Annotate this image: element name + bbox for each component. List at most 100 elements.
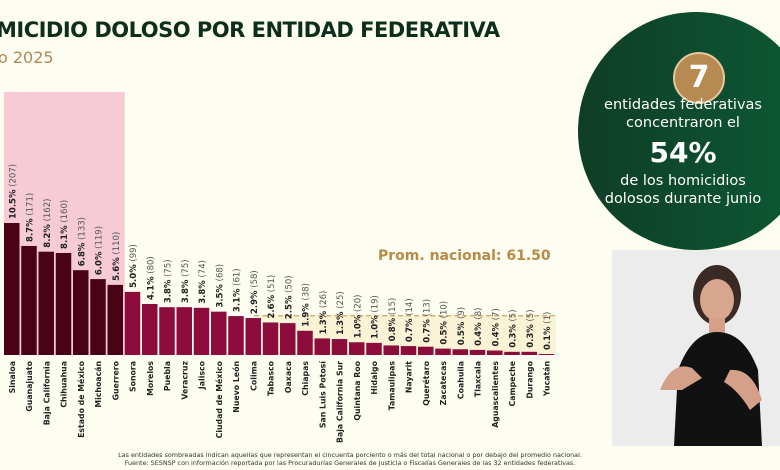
data-label: 0.4% (8) bbox=[474, 308, 484, 346]
data-label: 8.1% (160) bbox=[60, 200, 70, 249]
data-label: 1.0% (19) bbox=[371, 295, 381, 339]
data-label: 0.3% (5) bbox=[526, 309, 536, 347]
category-label: San Luis Potosí bbox=[318, 360, 327, 428]
data-label: 8.2% (162) bbox=[43, 199, 53, 248]
data-label: 3.8% (75) bbox=[164, 259, 174, 303]
national-average-label: Prom. nacional: 61.50 bbox=[378, 248, 551, 264]
data-label: 4.1% (80) bbox=[146, 256, 156, 300]
chart-title: MICIDIO DOLOSO POR ENTIDAD FEDERATIVA bbox=[0, 18, 500, 42]
bar-zacatecas bbox=[435, 348, 451, 355]
data-label: 8.7% (171) bbox=[26, 193, 36, 242]
data-label: 0.5% (9) bbox=[457, 307, 467, 345]
bar-chihuahua bbox=[55, 252, 72, 355]
bar-guerrero bbox=[107, 284, 123, 355]
data-label: 1.0% (20) bbox=[353, 295, 363, 339]
category-label: Chihuahua bbox=[60, 361, 69, 408]
bar-tamaulipas bbox=[383, 345, 399, 355]
interpreter-figure bbox=[660, 265, 762, 446]
category-label: Yucatán bbox=[543, 361, 552, 397]
data-label: 0.1% (1) bbox=[543, 312, 553, 350]
category-label: Durango bbox=[525, 360, 534, 398]
category-label: Tabasco bbox=[267, 360, 276, 396]
callout-percent: 54% bbox=[649, 136, 717, 169]
data-label: 1.3% (26) bbox=[319, 291, 329, 335]
data-label: 2.9% (58) bbox=[250, 270, 260, 314]
category-label: Morelos bbox=[146, 361, 155, 396]
bar-jalisco bbox=[193, 307, 210, 355]
footer-note: Las entidades sombreadas indican aquella… bbox=[118, 451, 582, 459]
data-label: 3.5% (68) bbox=[215, 264, 225, 308]
bar-coahuila bbox=[452, 349, 468, 355]
bar-querétaro bbox=[418, 346, 434, 355]
data-label: 6.8% (133) bbox=[77, 217, 87, 266]
footer-source: Fuente: SESNSP con información reportada… bbox=[124, 459, 576, 467]
bar-tabasco bbox=[262, 322, 279, 355]
bar-durango bbox=[521, 351, 537, 355]
bar-puebla bbox=[159, 307, 175, 355]
bar-nayarit bbox=[400, 346, 417, 355]
category-label: Baja California Sur bbox=[336, 361, 345, 443]
category-label: Jalisco bbox=[198, 360, 207, 390]
category-label: Veracruz bbox=[180, 361, 189, 400]
data-label: 0.7% (14) bbox=[405, 298, 415, 342]
category-label: Campeche bbox=[508, 361, 517, 406]
bar-veracruz bbox=[176, 307, 192, 355]
category-label: Sonora bbox=[129, 361, 138, 392]
bar-morelos bbox=[142, 303, 158, 355]
category-label: Michoacán bbox=[94, 361, 103, 408]
data-label: 10.5% (207) bbox=[8, 164, 18, 219]
category-label: Zacatecas bbox=[439, 361, 448, 406]
data-label: 3.1% (61) bbox=[233, 268, 243, 312]
data-label: 0.7% (13) bbox=[422, 299, 432, 343]
bar-baja-california bbox=[38, 251, 54, 355]
bar-michoacán bbox=[90, 279, 106, 355]
count-badge: 7 bbox=[673, 52, 725, 104]
callout-line1: entidades federativas bbox=[604, 97, 762, 113]
sign-language-interpreter-video bbox=[612, 250, 780, 446]
category-label: Querétaro bbox=[422, 360, 431, 405]
category-label: Coahuila bbox=[456, 361, 465, 399]
summary-callout: 7 entidades federativas concentraron el … bbox=[578, 12, 780, 250]
callout-line2: concentraron el bbox=[626, 115, 740, 131]
data-label: 2.5% (50) bbox=[284, 275, 294, 319]
bar-quintana-roo bbox=[349, 342, 365, 355]
data-label: 1.9% (38) bbox=[302, 283, 312, 327]
bar-tlaxcala bbox=[469, 349, 486, 355]
bar-sonora bbox=[124, 291, 141, 355]
callout-line4: dolosos durante junio bbox=[604, 191, 762, 207]
category-label: Ciudad de México bbox=[215, 360, 224, 438]
chart-subtitle: o 2025 bbox=[0, 48, 54, 67]
category-label: Chiapas bbox=[301, 361, 310, 396]
category-label: Baja California bbox=[42, 361, 51, 425]
category-label: Puebla bbox=[163, 361, 172, 391]
bar-campeche bbox=[504, 351, 520, 355]
data-label: 0.5% (10) bbox=[440, 301, 450, 345]
data-label: 0.4% (7) bbox=[491, 308, 501, 346]
bar-oaxaca bbox=[280, 323, 296, 355]
data-label: 6.0% (119) bbox=[95, 226, 105, 275]
category-label: Oaxaca bbox=[284, 361, 293, 393]
bar-chiapas bbox=[297, 330, 313, 355]
callout-line3: de los homicidios bbox=[620, 173, 746, 189]
bar-aguascalientes bbox=[487, 350, 503, 355]
bar-nuevo-león bbox=[228, 316, 244, 355]
category-label: Colima bbox=[249, 361, 258, 391]
data-label: 3.8% (75) bbox=[181, 259, 191, 303]
data-label: 1.3% (25) bbox=[336, 291, 346, 335]
category-label: Guanajuato bbox=[25, 360, 34, 411]
data-label: 5.6% (110) bbox=[112, 232, 122, 281]
category-label: Quintana Roo bbox=[353, 360, 362, 420]
category-label: Estado de México bbox=[77, 360, 86, 438]
category-label: Tlaxcala bbox=[474, 361, 483, 397]
data-label: 3.8% (74) bbox=[198, 260, 208, 304]
bar-hidalgo bbox=[366, 342, 382, 355]
data-label: 5.0% (99) bbox=[129, 244, 139, 288]
category-label: Nuevo León bbox=[232, 361, 241, 413]
data-label: 2.6% (51) bbox=[267, 275, 277, 319]
data-label: 0.8% (15) bbox=[388, 298, 398, 342]
category-label: Hidalgo bbox=[370, 360, 379, 394]
bar-colima bbox=[245, 318, 261, 355]
bar-sinaloa bbox=[4, 223, 20, 355]
category-label: Sinaloa bbox=[8, 361, 17, 393]
bar-san-luis-potosí bbox=[314, 338, 330, 355]
